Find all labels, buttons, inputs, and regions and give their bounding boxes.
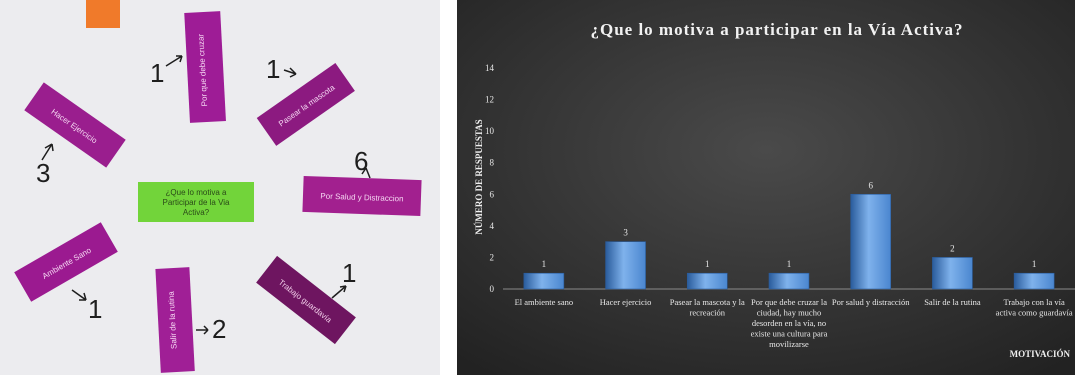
data-label-4: 6 [868, 180, 873, 190]
category-label-3: Por que debe cruzar la ciudad, hay mucho d… [751, 297, 828, 349]
y-tick-label-4: 8 [490, 158, 495, 168]
count-left: 3 [36, 158, 50, 188]
survey-board-photo: Por que debe cruzar Pasear la mascota Ha… [0, 0, 440, 375]
y-tick-label-7: 14 [485, 63, 495, 73]
bar-2 [686, 272, 728, 290]
bar-0 [523, 272, 565, 290]
y-tick-label-0: 0 [490, 284, 495, 294]
bar-3 [768, 272, 810, 290]
category-label-0: El ambiente sano [515, 297, 574, 307]
category-label-5: Salir de la rutina [924, 297, 981, 307]
svg-text:Por Salud y Distraccion: Por Salud y Distraccion [320, 192, 403, 204]
orange-sticky-note [86, 0, 120, 28]
data-label-1: 3 [623, 228, 628, 238]
bars [523, 193, 1055, 290]
bar-5 [932, 257, 973, 290]
chart-background [457, 0, 1075, 375]
category-label-1: Hacer ejercicio [600, 297, 652, 307]
category-label-4: Por salud y distracción [832, 297, 910, 307]
svg-text:Participar de la Via: Participar de la Via [163, 198, 231, 207]
data-label-5: 2 [950, 243, 955, 253]
y-axis-ticks: 0 2 4 6 8 10 12 14 [485, 63, 495, 294]
y-tick-label-1: 2 [490, 252, 495, 262]
y-tick-label-3: 6 [490, 189, 495, 199]
category-labels: El ambiente sano Hacer ejercicio Pasear la… [515, 297, 1073, 349]
bar-1 [605, 241, 646, 290]
data-labels: 1 3 1 1 6 2 1 [542, 180, 1037, 269]
bar-chart: ¿Que lo motiva a participar en la Vía Ac… [457, 0, 1075, 375]
bar-4 [850, 193, 892, 290]
card-top-center: Por que debe cruzar [184, 11, 226, 123]
center-green-card: ¿Que lo motiva a Participar de la Via Ac… [138, 182, 254, 222]
count-bottom-center: 2 [212, 314, 226, 344]
data-label-2: 1 [705, 259, 710, 269]
data-label-0: 1 [542, 259, 547, 269]
count-bottom-left: 1 [88, 294, 102, 324]
y-axis-title: NÚMERO DE RESPUESTAS [474, 119, 484, 234]
y-tick-label-5: 10 [485, 126, 495, 136]
y-tick-label-2: 4 [490, 221, 495, 231]
svg-text:Activa?: Activa? [183, 208, 210, 217]
count-top-center: 1 [150, 58, 164, 88]
card-right: Por Salud y Distraccion [302, 175, 422, 217]
category-label-6: Trabajo con la vía activa como guardavía [996, 297, 1073, 318]
count-bottom-right: 1 [342, 258, 356, 288]
count-right: 6 [354, 146, 368, 176]
bar-6 [1013, 272, 1055, 290]
svg-text:Salir de la rutina: Salir de la rutina [167, 290, 179, 349]
chart-title: ¿Que lo motiva a participar en la Vía Ac… [590, 20, 963, 39]
svg-text:¿Que lo motiva a: ¿Que lo motiva a [166, 188, 227, 197]
card-bottom-center: Salir de la rutina [155, 267, 195, 373]
y-tick-label-6: 12 [485, 95, 494, 105]
data-label-3: 1 [787, 259, 792, 269]
x-axis-title: MOTIVACIÓN [1010, 349, 1071, 359]
count-top-right: 1 [266, 54, 280, 84]
category-label-2: Pasear la mascota y la recreación [670, 297, 745, 318]
data-label-6: 1 [1032, 259, 1037, 269]
svg-text:Por que debe cruzar: Por que debe cruzar [196, 33, 209, 106]
